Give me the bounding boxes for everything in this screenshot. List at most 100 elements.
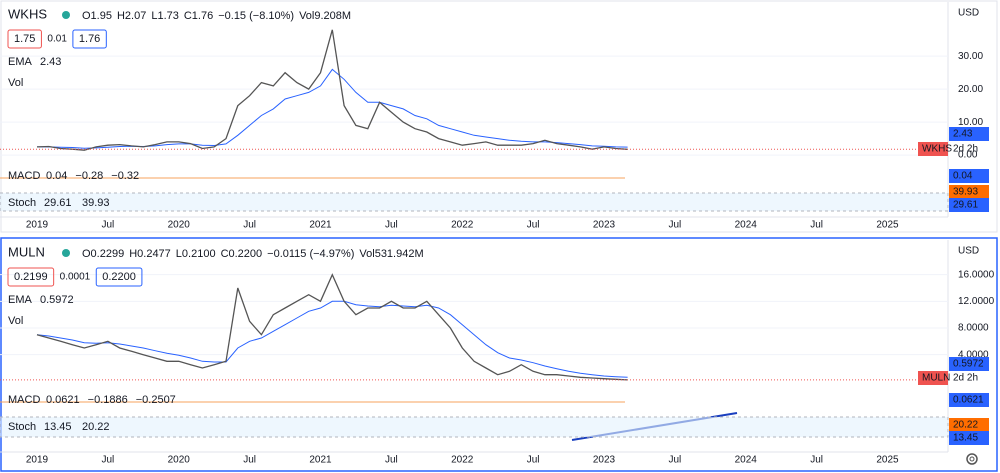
ask-box xyxy=(72,29,107,49)
ema-label: EMA xyxy=(8,56,33,68)
macd-value: 0.04 xyxy=(46,170,67,182)
ohlc-value: −0.0115 (−4.97%) xyxy=(267,248,354,260)
stoch-label: Stoch xyxy=(8,197,36,209)
time-label: 2025 xyxy=(876,455,899,466)
macd-label: MACD xyxy=(8,394,40,406)
stoch-label: Stoch xyxy=(8,421,36,433)
time-label: Jul xyxy=(668,455,681,466)
stoch-d: 20.22 xyxy=(82,421,110,433)
time-label: Jul xyxy=(385,455,398,466)
symbol[interactable]: MULN xyxy=(8,244,45,259)
ohlc-value: Vol531.942M xyxy=(359,248,423,260)
stoch-band xyxy=(0,192,949,212)
time-label: 2022 xyxy=(451,455,474,466)
symbol-tag: MULN xyxy=(922,373,950,384)
time-label: 2024 xyxy=(735,220,758,231)
time-label: Jul xyxy=(527,455,540,466)
time-label: Jul xyxy=(668,220,681,231)
time-label: 2025 xyxy=(876,220,899,231)
y-tick-label: 30.00 xyxy=(958,51,983,62)
settings-gear[interactable] xyxy=(966,453,978,465)
stoch-d-tag: 20.22 xyxy=(953,420,978,431)
macd-tag: 0.04 xyxy=(953,171,973,182)
stoch-k-tag: 29.61 xyxy=(953,200,978,211)
bid-price[interactable]: 0.2199 xyxy=(14,271,48,283)
ema-value: 0.5972 xyxy=(40,294,74,306)
ask-price[interactable]: 0.2200 xyxy=(102,271,136,283)
currency-label[interactable]: USD xyxy=(958,246,979,257)
ohlc-value: H2.07 xyxy=(117,10,146,22)
y-tick-label: 0.00 xyxy=(958,150,978,161)
stoch-k-tag: 13.45 xyxy=(953,433,978,444)
ohlc-value: H0.2477 xyxy=(129,248,171,260)
bid-box xyxy=(7,29,42,49)
time-label: 2022 xyxy=(451,220,474,231)
y-tick-label: 10.00 xyxy=(958,117,983,128)
time-label: Jul xyxy=(243,455,256,466)
ohlc-value: O0.2299 xyxy=(82,248,124,260)
ohlc-value: −0.15 (−8.10%) xyxy=(218,10,294,22)
time-label: Jul xyxy=(810,220,823,231)
macd-label: MACD xyxy=(8,170,40,182)
ohlc-value: Vol9.208M xyxy=(299,10,351,22)
time-label: Jul xyxy=(101,220,114,231)
ohlc-value: L0.2100 xyxy=(176,248,216,260)
macd-tag-box xyxy=(949,169,989,183)
time-label: 2021 xyxy=(309,220,332,231)
symbol-tag-box xyxy=(918,142,948,156)
macd-tag: 0.0621 xyxy=(953,395,984,406)
currency-label[interactable]: USD xyxy=(958,8,979,19)
time-label: Jul xyxy=(527,220,540,231)
symbol[interactable]: WKHS xyxy=(8,6,47,21)
countdown: 2d 2h xyxy=(953,144,978,155)
time-label: 2019 xyxy=(26,220,49,231)
ohlc-value: O1.95 xyxy=(82,10,112,22)
stoch-band xyxy=(0,416,949,438)
price-line xyxy=(36,273,628,381)
bid-box xyxy=(7,267,55,287)
ohlc-value: C1.76 xyxy=(184,10,213,22)
pane-frame xyxy=(0,0,998,233)
ema-tag: 2.43 xyxy=(953,129,973,140)
bid-price[interactable]: 1.75 xyxy=(14,33,35,45)
status-dot xyxy=(62,249,70,257)
stoch-d-tag-box xyxy=(949,418,989,432)
ema-label: EMA xyxy=(8,294,33,306)
ohlc-value: L1.73 xyxy=(151,10,179,22)
stoch-d: 39.93 xyxy=(82,197,110,209)
ask-price[interactable]: 1.76 xyxy=(79,33,100,45)
vol-label: Vol xyxy=(8,77,23,89)
ema-tag-box xyxy=(949,357,989,371)
time-label: 2024 xyxy=(735,455,758,466)
stoch-k: 29.61 xyxy=(44,197,72,209)
ask-box xyxy=(95,267,143,287)
stoch-k: 13.45 xyxy=(44,421,72,433)
macd-value: −0.32 xyxy=(111,170,139,182)
time-label: 2023 xyxy=(593,455,616,466)
y-tick-label: 12.0000 xyxy=(958,296,995,307)
stoch-d-tag-box xyxy=(949,185,989,199)
macd-value: −0.1886 xyxy=(88,394,128,406)
macd-value: −0.28 xyxy=(75,170,103,182)
price-line xyxy=(36,29,628,151)
y-tick-label: 8.0000 xyxy=(958,323,989,334)
macd-tag-box xyxy=(949,393,989,407)
y-tick-label: 16.0000 xyxy=(958,269,995,280)
stoch-k-tag-box xyxy=(949,431,989,445)
ema-value: 2.43 xyxy=(40,56,61,68)
ema-tag-box xyxy=(949,127,989,141)
time-label: Jul xyxy=(243,220,256,231)
spread: 0.0001 xyxy=(60,272,91,283)
time-label: Jul xyxy=(810,455,823,466)
vol-label: Vol xyxy=(8,315,23,327)
time-label: 2023 xyxy=(593,220,616,231)
y-tick-label: 4.0000 xyxy=(958,349,989,360)
stoch-d-tag: 39.93 xyxy=(953,187,978,198)
macd-value: −0.2507 xyxy=(136,394,176,406)
time-label: 2020 xyxy=(168,455,191,466)
time-label: Jul xyxy=(385,220,398,231)
macd-value: 0.0621 xyxy=(46,394,80,406)
time-label: 2019 xyxy=(26,455,49,466)
ema-line xyxy=(36,300,628,378)
